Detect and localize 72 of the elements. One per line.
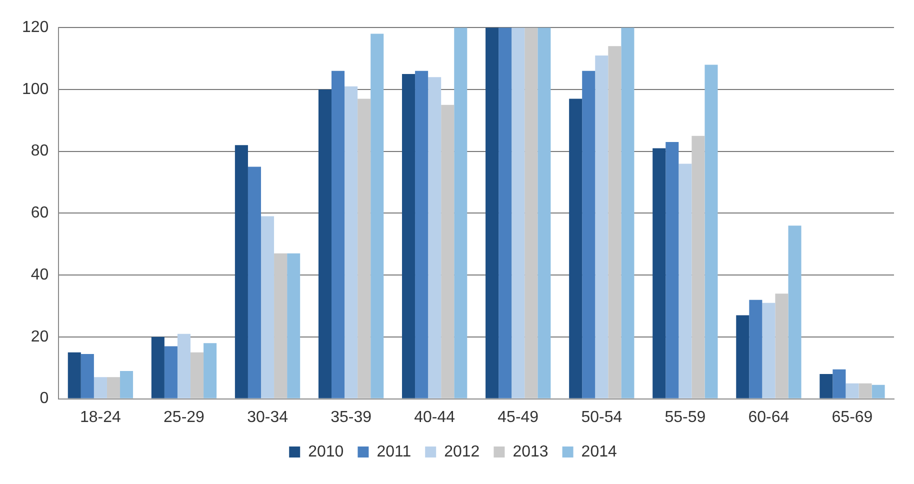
y-tick-label: 100 — [22, 80, 49, 98]
bar — [248, 166, 262, 398]
bar — [762, 302, 776, 398]
x-tick-label: 60-64 — [748, 408, 790, 426]
bar — [820, 374, 833, 398]
bar — [704, 64, 718, 398]
bar — [832, 369, 846, 398]
bar — [569, 98, 582, 398]
bar — [788, 226, 802, 398]
bar — [454, 28, 468, 398]
bar — [80, 354, 94, 398]
y-tick-label: 80 — [30, 142, 49, 160]
bar — [441, 104, 454, 398]
bar — [775, 294, 788, 398]
bar — [428, 77, 442, 398]
bar — [261, 216, 274, 398]
bar — [538, 28, 551, 398]
bar — [344, 86, 358, 398]
bar — [287, 253, 300, 398]
legend-label: 2011 — [376, 443, 412, 460]
bar — [512, 28, 525, 398]
bar — [332, 70, 345, 398]
legend-label: 2012 — [444, 443, 480, 460]
legend-label: 2013 — [512, 443, 548, 460]
bar — [486, 28, 499, 398]
bar — [595, 55, 608, 398]
bar — [524, 28, 538, 398]
bar — [652, 148, 666, 398]
bar — [120, 370, 134, 398]
y-tick-label: 40 — [30, 266, 49, 284]
bar — [94, 377, 107, 398]
bar — [666, 142, 679, 398]
bar — [858, 383, 872, 398]
bar — [872, 384, 885, 398]
x-tick-label: 50-54 — [581, 408, 622, 426]
bar — [358, 98, 371, 398]
legend-label: 2014 — [581, 443, 617, 460]
x-tick-label: 30-34 — [247, 408, 288, 426]
bar — [692, 136, 705, 398]
bar — [749, 300, 762, 398]
bar — [678, 164, 692, 398]
legend-label: 2010 — [308, 443, 344, 460]
bar — [498, 28, 512, 398]
x-tick-label: 25-29 — [164, 408, 205, 426]
bar — [736, 315, 750, 398]
bar — [846, 383, 859, 398]
y-tick-label: 120 — [22, 19, 49, 36]
bar — [608, 46, 622, 398]
x-tick-label: 35-39 — [330, 408, 372, 426]
x-tick-label: 40-44 — [414, 408, 456, 426]
bar — [318, 89, 332, 398]
y-tick-label: 0 — [40, 390, 49, 408]
bar — [370, 34, 384, 398]
x-tick-label: 18-24 — [80, 408, 122, 426]
bar — [402, 74, 416, 398]
bar — [621, 28, 634, 398]
bar — [415, 70, 428, 398]
x-tick-label: 65-69 — [832, 408, 873, 426]
bar — [190, 352, 204, 398]
y-tick-label: 60 — [30, 204, 49, 222]
bar — [177, 334, 191, 398]
x-tick-label: 55-59 — [664, 408, 706, 426]
bar — [204, 343, 217, 398]
x-tick-label: 45-49 — [498, 408, 539, 426]
bar — [164, 346, 178, 398]
bar — [151, 336, 164, 398]
bar — [68, 352, 81, 398]
y-tick-label: 20 — [30, 328, 49, 346]
bar — [582, 70, 596, 398]
bar — [234, 145, 248, 398]
bar — [274, 253, 288, 398]
bar — [106, 377, 120, 398]
